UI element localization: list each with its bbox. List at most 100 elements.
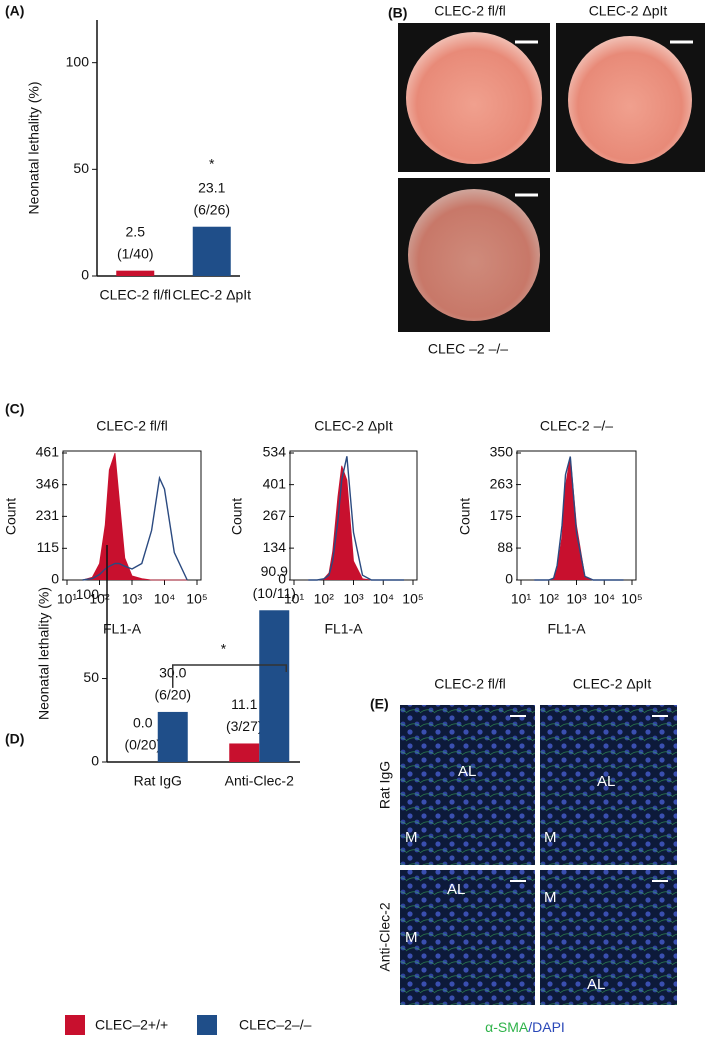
- fraction-label: (3/27): [226, 718, 263, 734]
- y-tick-label: 350: [490, 444, 514, 460]
- y-tick-label: 50: [83, 669, 99, 685]
- panel-label: (E): [370, 696, 389, 712]
- panel-label: (D): [5, 731, 24, 747]
- x-tick-label: CLEC-2 ΔpIt: [172, 287, 251, 303]
- y-tick-label: 175: [490, 507, 514, 523]
- row-label: Rat IgG: [377, 761, 393, 809]
- lung: [408, 189, 540, 321]
- legend-label: CLEC–2–/–: [239, 1017, 312, 1033]
- fraction-label: (6/26): [193, 201, 230, 217]
- x-tick-label: 10³: [343, 591, 364, 607]
- y-tick-label: 50: [73, 160, 89, 176]
- micrograph: [540, 705, 677, 865]
- y-tick-label: 401: [263, 475, 287, 491]
- y-axis-label: Count: [3, 498, 19, 535]
- chart-title: CLEC-2 –/–: [540, 418, 613, 434]
- chart-title: CLEC-2 fl/fl: [96, 418, 168, 434]
- caption: CLEC-2 ΔpIt: [589, 3, 668, 19]
- x-tick-label: 10⁵: [402, 591, 423, 607]
- y-tick-label: 100: [66, 53, 90, 69]
- value-label: 11.1: [231, 696, 257, 712]
- x-tick-label: Rat IgG: [134, 773, 182, 789]
- histogram-line: [82, 475, 188, 581]
- value-label: 0.0: [133, 715, 153, 731]
- panel-label: (C): [5, 401, 24, 417]
- micrograph: [540, 870, 677, 1005]
- x-tick-label: 10³: [566, 591, 587, 607]
- y-tick-label: 0: [91, 753, 99, 769]
- significance: *: [221, 641, 227, 657]
- y-tick-label: 134: [263, 539, 287, 555]
- x-tick-label: 10⁴: [593, 591, 615, 607]
- fraction-label: (10/11): [253, 585, 296, 601]
- caption: CLEC –2 –/–: [428, 341, 508, 357]
- y-tick-label: 100: [76, 586, 100, 602]
- panel-label: (A): [5, 3, 24, 19]
- histogram-fill: [534, 456, 624, 581]
- micrograph: [400, 870, 535, 1005]
- bar: [259, 610, 290, 762]
- y-tick-label: 0: [81, 267, 89, 283]
- y-tick-label: 461: [36, 444, 60, 460]
- x-tick-label: 10¹: [284, 591, 305, 607]
- fraction-label: (1/40): [117, 245, 154, 261]
- legend-swatch: [65, 1015, 85, 1035]
- x-axis-label: FL1-A: [103, 621, 142, 637]
- histogram-fill: [308, 465, 404, 581]
- y-axis-label: Neonatal lethality (%): [26, 81, 42, 214]
- bar: [192, 226, 231, 276]
- x-axis-label: FL1-A: [324, 621, 363, 637]
- fraction-label: (0/20): [124, 737, 161, 753]
- y-axis-label: Neonatal lethality (%): [36, 587, 52, 720]
- value-label: 2.5: [126, 223, 146, 239]
- overlay-label: M: [405, 829, 418, 846]
- x-tick-label: 10⁵: [186, 591, 207, 607]
- histogram-fill: [82, 452, 188, 581]
- column-header: CLEC-2 ΔpIt: [573, 676, 652, 692]
- chart-title: CLEC-2 ΔpIt: [314, 418, 393, 434]
- overlay-label: M: [544, 829, 557, 846]
- x-tick-label: 10¹: [511, 591, 532, 607]
- x-tick-label: 10⁴: [154, 591, 176, 607]
- y-tick-label: 346: [36, 475, 60, 491]
- y-axis-label: Count: [229, 498, 245, 535]
- x-tick-label: 10¹: [57, 591, 78, 607]
- y-tick-label: 115: [37, 539, 60, 555]
- plot-frame: [62, 450, 202, 581]
- x-tick-label: CLEC-2 fl/fl: [99, 287, 171, 303]
- value-label: 23.1: [198, 179, 225, 195]
- caption: CLEC-2 fl/fl: [434, 3, 506, 19]
- micrograph: [400, 705, 535, 865]
- y-tick-label: 0: [51, 571, 59, 587]
- bracket: [172, 664, 287, 688]
- y-tick-label: 267: [263, 507, 287, 523]
- y-tick-label: 231: [36, 507, 60, 523]
- bar: [157, 711, 188, 762]
- overlay-label: AL: [597, 773, 615, 790]
- significance: *: [209, 155, 215, 171]
- row-label: Anti-Clec-2: [377, 902, 393, 971]
- x-tick-label: Anti-Clec-2: [225, 773, 294, 789]
- value-label: 90.9: [261, 563, 288, 579]
- overlay-label: M: [405, 929, 418, 946]
- overlay-label: AL: [458, 763, 476, 780]
- histogram-line: [308, 456, 404, 581]
- stain-legend: α-SMA/DAPI: [485, 1019, 565, 1035]
- y-tick-label: 0: [505, 571, 513, 587]
- x-tick-label: 10²: [314, 591, 335, 607]
- y-tick-label: 88: [497, 539, 513, 555]
- lung: [406, 32, 542, 164]
- legend-swatch: [197, 1015, 217, 1035]
- overlay-label: AL: [587, 976, 605, 993]
- x-tick-label: 10²: [539, 591, 560, 607]
- bar: [229, 743, 260, 762]
- y-tick-label: 263: [490, 475, 514, 491]
- column-header: CLEC-2 fl/fl: [434, 676, 506, 692]
- overlay-label: M: [544, 889, 557, 906]
- x-tick-label: 10³: [122, 591, 143, 607]
- histogram-line: [534, 456, 624, 581]
- x-tick-label: 10⁵: [621, 591, 642, 607]
- legend-label: CLEC–2+/+: [95, 1017, 168, 1033]
- x-axis-label: FL1-A: [547, 621, 586, 637]
- stain: α-SMA: [485, 1019, 529, 1035]
